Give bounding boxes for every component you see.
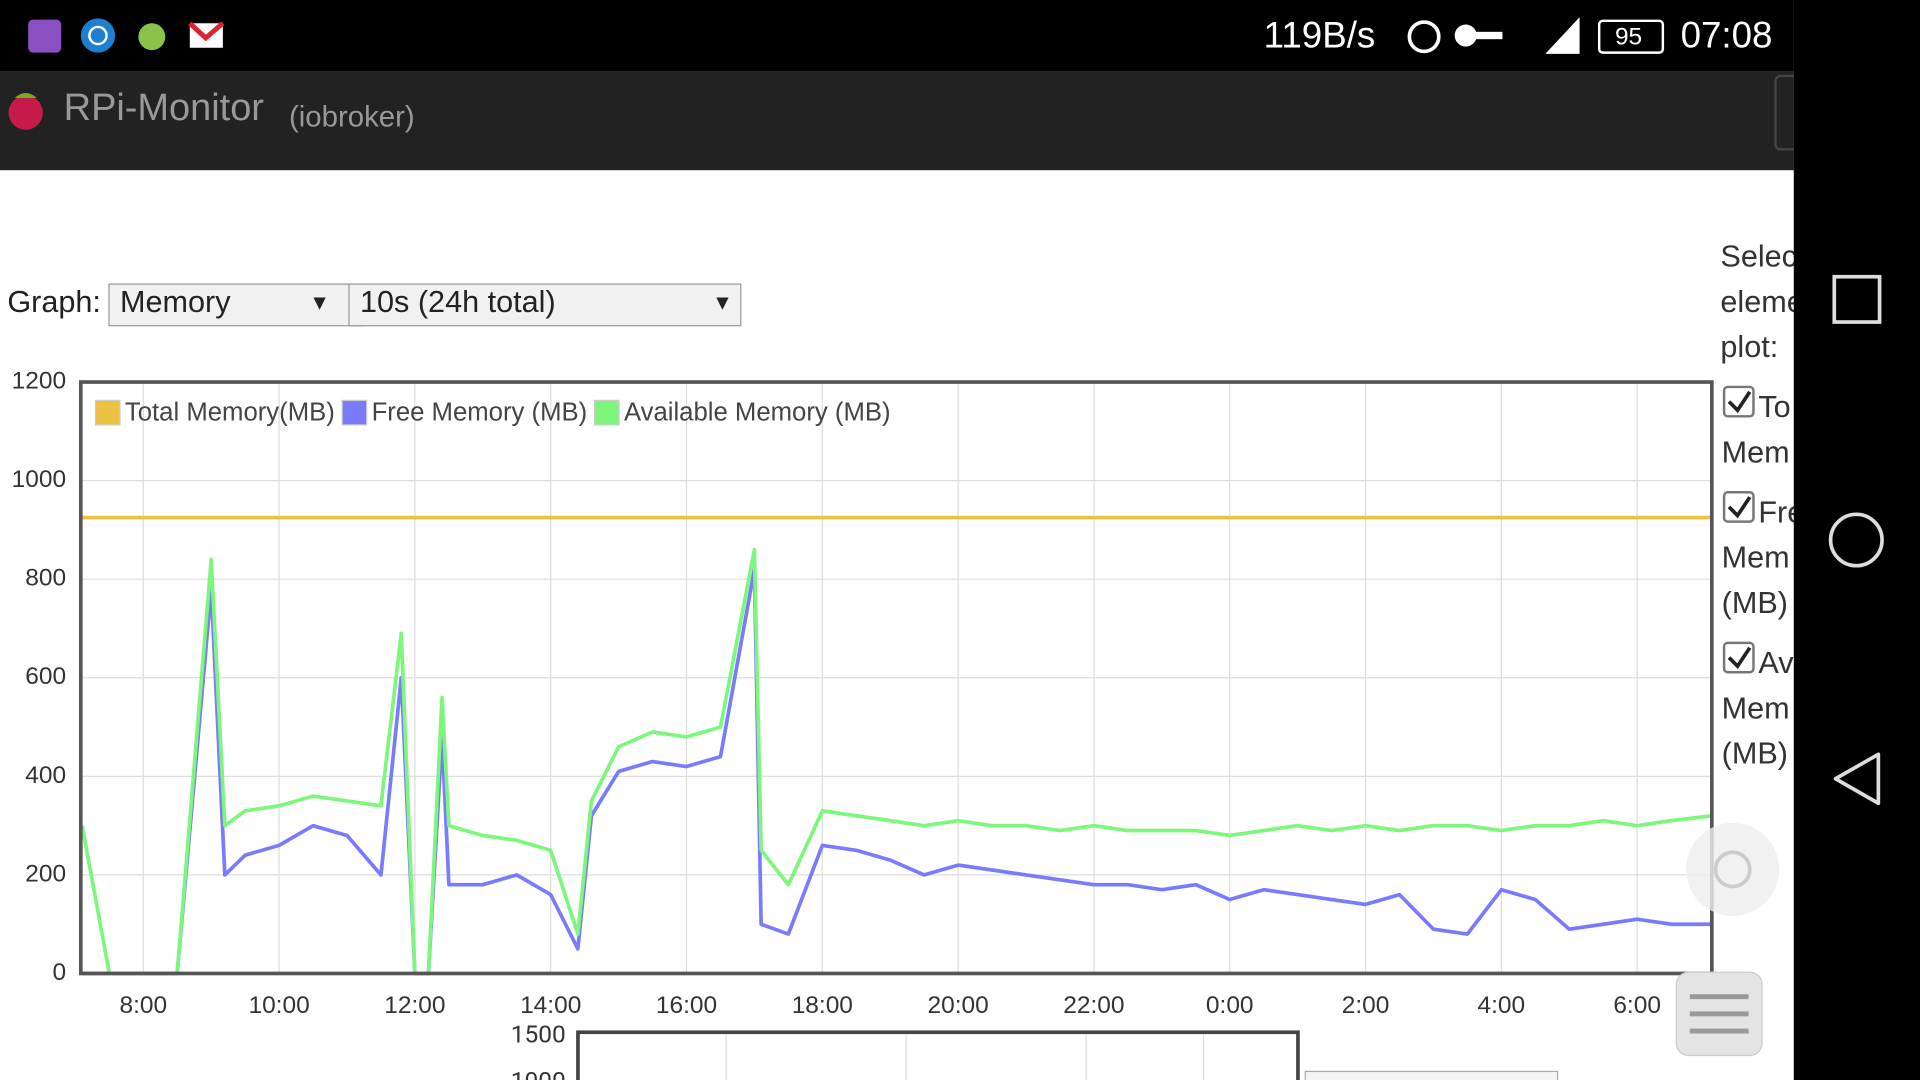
x-tick-label: 4:00 — [1478, 992, 1526, 1019]
y-tick-label: 0 — [53, 959, 67, 986]
y-tick-label: 1000 — [511, 1066, 566, 1080]
checkbox-check — [1727, 496, 1752, 519]
app-subtitle: (iobroker) — [289, 101, 415, 134]
option-label: Mem — [1722, 541, 1790, 575]
y-tick-label: 200 — [25, 860, 66, 887]
y-tick-label: 1000 — [12, 466, 66, 493]
recent-apps-button[interactable] — [1832, 274, 1882, 324]
app-icon — [28, 19, 62, 53]
x-tick-label: 20:00 — [928, 992, 989, 1019]
status-bar — [0, 0, 1794, 72]
app-logo — [14, 93, 37, 98]
navigation-bar — [1793, 0, 1920, 1080]
back-button[interactable] — [1833, 752, 1881, 806]
battery-level: 95 — [1615, 23, 1642, 50]
legend-label: Free Memory (MB) — [372, 399, 588, 427]
clock: 07:08 — [1681, 15, 1773, 56]
graph-label: Graph: — [7, 285, 101, 319]
app-icon — [138, 23, 166, 51]
x-tick-label: 10:00 — [248, 992, 309, 1019]
y-tick-label: 1500 — [511, 1019, 566, 1048]
legend-swatch — [593, 399, 620, 426]
legend-swatch — [341, 399, 368, 426]
option-label: To — [1758, 390, 1790, 424]
second-chart-control — [1304, 1070, 1559, 1080]
app-bar — [0, 71, 1794, 171]
x-tick-label: 14:00 — [520, 992, 581, 1019]
y-tick-label: 600 — [25, 663, 66, 690]
vpn-icon — [1454, 24, 1477, 47]
y-tick-label: 800 — [25, 565, 66, 592]
alarm-icon — [1407, 20, 1441, 54]
x-tick-label: 8:00 — [119, 992, 167, 1019]
second-chart-frame — [576, 1030, 1300, 1080]
checkbox-check — [1727, 390, 1752, 414]
vpn-icon — [1473, 31, 1503, 40]
select-arrow — [313, 297, 326, 310]
option-label: (MB) — [1722, 586, 1788, 620]
x-tick-label: 2:00 — [1342, 992, 1390, 1019]
plot-frame — [78, 380, 1714, 976]
option-label: Mem — [1722, 435, 1790, 469]
x-tick-label: 6:00 — [1613, 992, 1661, 1019]
panel-text: eleme — [1720, 285, 1803, 319]
panel-text: plot: — [1720, 330, 1778, 364]
network-speed: 119B/s — [1264, 15, 1376, 56]
app-title: RPi-Monitor — [64, 87, 264, 129]
floating-menu-icon — [1689, 994, 1749, 1034]
select-value: Memory — [120, 285, 231, 319]
y-tick-label: 400 — [25, 762, 66, 789]
option-label: Av — [1758, 646, 1794, 680]
select-box[interactable] — [348, 283, 742, 327]
legend-swatch — [94, 399, 121, 426]
assistive-button-icon — [1713, 850, 1752, 889]
option-label: Mem — [1722, 691, 1790, 725]
period-select[interactable]: 10s (24h total) — [348, 283, 742, 327]
x-tick-label: 18:00 — [792, 992, 853, 1019]
y-tick-label: 1200 — [12, 368, 66, 395]
assistive-button[interactable] — [1686, 822, 1780, 916]
legend-label: Total Memory(MB) — [125, 399, 335, 427]
select-arrow — [716, 297, 729, 310]
app-icon — [188, 21, 225, 42]
x-tick-label: 22:00 — [1063, 992, 1124, 1019]
series-line — [82, 567, 1712, 976]
x-tick-label: 12:00 — [384, 992, 445, 1019]
graph-select[interactable]: Memory — [108, 283, 365, 327]
app-icon — [80, 18, 116, 53]
option-label: (MB) — [1722, 737, 1788, 771]
signal-icon — [1545, 17, 1580, 54]
app-logo — [8, 95, 43, 130]
legend-label: Available Memory (MB) — [624, 399, 891, 427]
series-line — [80, 547, 1713, 976]
memory-chart: 0 200 400 600 800 1000 1200 8:00 10:00 12:00 14:00… — [12, 368, 1714, 1019]
x-tick-label: 0:00 — [1206, 992, 1254, 1019]
checkbox-check — [1727, 646, 1752, 670]
panel-text: Selec — [1720, 239, 1797, 273]
x-tick-label: 16:00 — [656, 992, 717, 1019]
app-icon — [88, 25, 108, 46]
home-button[interactable] — [1828, 512, 1884, 568]
battery-icon — [1597, 19, 1665, 54]
select-value: 10s (24h total) — [360, 285, 556, 319]
second-chart: 1500 1000 — [511, 1019, 1559, 1080]
